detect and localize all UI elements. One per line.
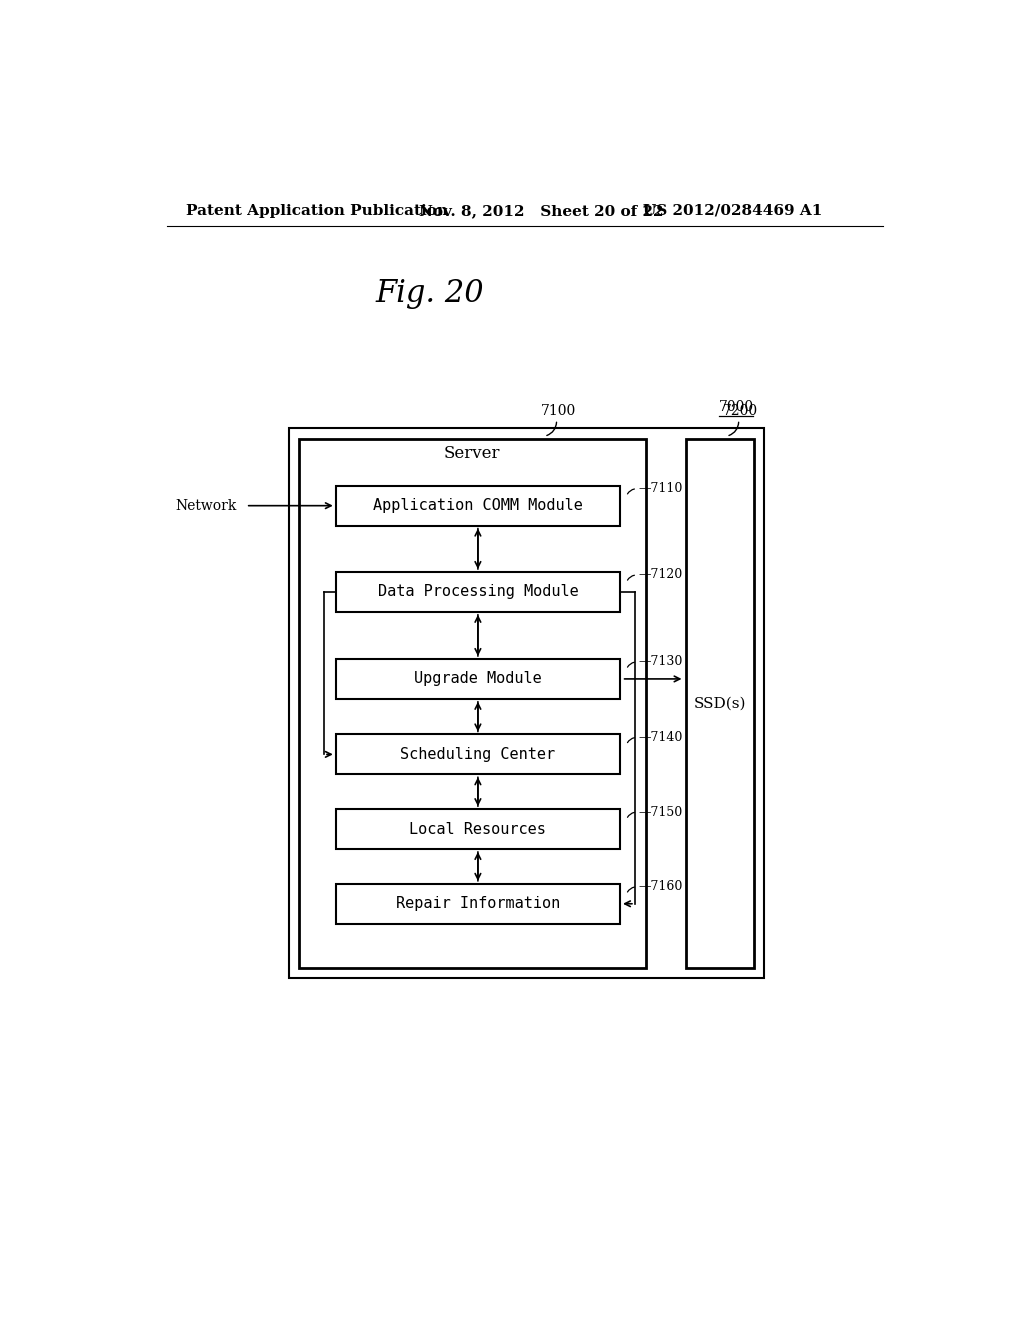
Text: Repair Information: Repair Information: [396, 896, 560, 911]
Bar: [336, 486, 621, 525]
Bar: [299, 440, 646, 969]
Bar: [336, 884, 621, 924]
Text: 7200: 7200: [723, 404, 758, 418]
Text: Fig. 20: Fig. 20: [376, 277, 484, 309]
Text: Scheduling Center: Scheduling Center: [400, 747, 555, 762]
Text: US 2012/0284469 A1: US 2012/0284469 A1: [643, 203, 822, 218]
Text: Application COMM Module: Application COMM Module: [373, 498, 583, 513]
Text: Network: Network: [175, 499, 237, 512]
Text: Local Resources: Local Resources: [410, 821, 547, 837]
Bar: [336, 572, 621, 612]
Bar: [289, 428, 764, 978]
Bar: [336, 659, 621, 700]
Text: —7150: —7150: [639, 805, 683, 818]
Text: Upgrade Module: Upgrade Module: [414, 672, 542, 686]
Text: —7160: —7160: [639, 880, 683, 894]
Text: Server: Server: [443, 445, 501, 462]
Text: 7100: 7100: [541, 404, 575, 418]
Text: Nov. 8, 2012   Sheet 20 of 22: Nov. 8, 2012 Sheet 20 of 22: [419, 203, 664, 218]
Text: —7120: —7120: [639, 569, 683, 582]
Text: SSD(s): SSD(s): [694, 697, 746, 711]
Bar: [686, 440, 755, 969]
Text: Patent Application Publication: Patent Application Publication: [186, 203, 449, 218]
Text: 7000: 7000: [719, 400, 754, 414]
Text: —7140: —7140: [639, 731, 683, 744]
Text: Data Processing Module: Data Processing Module: [378, 585, 579, 599]
Text: —7110: —7110: [639, 482, 683, 495]
Text: —7130: —7130: [639, 656, 683, 668]
Bar: [336, 734, 621, 775]
Bar: [336, 809, 621, 849]
